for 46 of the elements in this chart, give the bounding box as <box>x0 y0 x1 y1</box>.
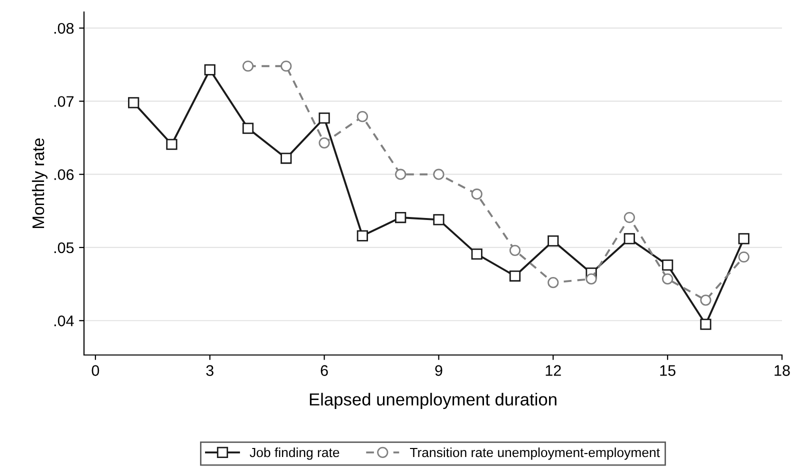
point <box>242 122 254 134</box>
point <box>700 294 712 306</box>
y-tick-label: .08 <box>54 22 74 34</box>
legend-label: Transition rate unemployment-employment <box>410 447 660 460</box>
point <box>433 168 444 180</box>
x-tick-label: 9 <box>435 365 442 376</box>
point <box>318 137 330 148</box>
x-axis-title: Elapsed unemployment duration <box>310 392 556 410</box>
x-tick-label: 18 <box>774 365 790 376</box>
y-tick-label: .04 <box>54 315 74 326</box>
point <box>624 233 635 244</box>
point <box>280 60 292 72</box>
point <box>738 233 750 244</box>
point <box>548 235 559 246</box>
point <box>395 212 406 224</box>
point <box>662 259 674 271</box>
point <box>356 230 368 242</box>
x-tick-label: 3 <box>206 365 214 376</box>
y-axis-title: Monthly rate <box>32 138 48 228</box>
point <box>471 188 482 200</box>
point <box>280 152 292 164</box>
legend-label: Job finding rate <box>250 447 340 460</box>
x-tick-label: 6 <box>320 365 328 376</box>
point <box>128 97 140 108</box>
y-tick-label: .05 <box>54 242 74 254</box>
x-tick-label: 15 <box>660 365 676 376</box>
y-tick-label: .07 <box>54 96 74 107</box>
point <box>395 168 406 180</box>
point <box>509 244 521 256</box>
x-tick-label: 0 <box>92 365 100 376</box>
point <box>700 318 712 330</box>
y-tick-label: .06 <box>54 169 74 180</box>
point <box>662 273 674 284</box>
x-tick-label: 12 <box>546 365 561 376</box>
point <box>166 138 178 150</box>
point <box>624 212 635 224</box>
point <box>433 214 444 226</box>
point <box>548 277 559 288</box>
point <box>509 270 521 282</box>
point <box>318 112 330 124</box>
point <box>738 251 750 263</box>
point <box>356 111 368 122</box>
point <box>242 60 254 72</box>
point <box>586 273 597 284</box>
point <box>471 248 482 260</box>
point <box>204 64 216 76</box>
